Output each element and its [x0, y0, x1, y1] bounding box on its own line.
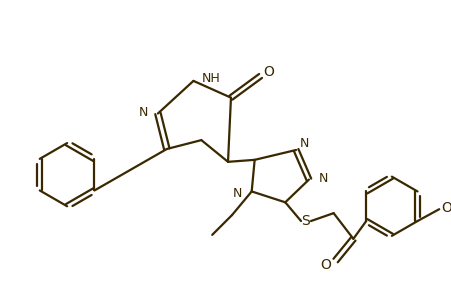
Text: N: N: [300, 137, 309, 150]
Text: N: N: [319, 172, 328, 185]
Text: O: O: [263, 65, 274, 79]
Text: S: S: [302, 214, 310, 228]
Text: O: O: [320, 258, 331, 272]
Text: N: N: [232, 187, 242, 200]
Text: N: N: [139, 106, 148, 119]
Text: NH: NH: [201, 72, 220, 86]
Text: O: O: [442, 201, 451, 215]
